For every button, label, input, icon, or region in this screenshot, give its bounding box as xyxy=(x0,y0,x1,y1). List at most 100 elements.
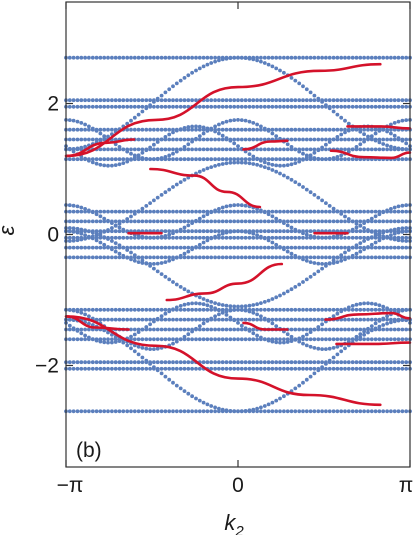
bulk-point xyxy=(75,219,80,224)
bulk-point xyxy=(270,214,275,219)
bulk-point xyxy=(152,365,156,369)
bulk-point xyxy=(90,137,95,142)
bulk-point xyxy=(270,98,275,103)
bulk-point xyxy=(285,175,290,180)
bulk-point xyxy=(278,55,282,60)
edge-state-curve-0 xyxy=(64,62,382,158)
bulk-point xyxy=(262,229,267,234)
bulk-point xyxy=(83,236,87,241)
bulk-point xyxy=(297,219,302,224)
bulk-point xyxy=(67,323,72,328)
bulk-point xyxy=(312,150,317,155)
bulk-point xyxy=(373,240,378,245)
bulk-point xyxy=(262,366,267,371)
bulk-point xyxy=(289,287,294,292)
bulk-point xyxy=(178,127,183,131)
bulk-point xyxy=(102,98,107,103)
bulk-point xyxy=(113,335,118,340)
bulk-point xyxy=(346,121,351,126)
bulk-point xyxy=(304,277,309,282)
bulk-point xyxy=(167,132,172,137)
bulk-point xyxy=(129,257,133,262)
bulk-point xyxy=(301,360,305,365)
bulk-point xyxy=(197,229,202,234)
bulk-point xyxy=(205,303,210,308)
bulk-point xyxy=(217,207,221,211)
bulk-point xyxy=(213,360,218,365)
bulk-point xyxy=(144,317,149,322)
bulk-point xyxy=(320,347,324,351)
bulk-point xyxy=(213,405,218,410)
bulk-point xyxy=(335,337,340,342)
bulk-point xyxy=(163,90,168,95)
bulk-point xyxy=(220,219,225,224)
bulk-point xyxy=(274,366,279,371)
bulk-point xyxy=(331,104,336,109)
bulk-point xyxy=(362,307,366,312)
bulk-point xyxy=(152,235,156,240)
bulk-point xyxy=(400,235,405,240)
bulk-point xyxy=(129,317,133,322)
bulk-band-3 xyxy=(64,203,412,240)
bulk-point xyxy=(304,104,309,109)
bulk-point xyxy=(228,104,233,109)
bulk-point xyxy=(152,198,156,203)
bulk-point xyxy=(121,360,126,365)
bulk-point xyxy=(274,229,279,234)
bulk-point xyxy=(236,157,240,162)
bulk-point xyxy=(136,153,141,158)
bulk-point xyxy=(197,366,202,371)
bulk-point xyxy=(106,307,110,312)
bulk-point xyxy=(404,337,409,342)
bulk-point xyxy=(236,104,240,109)
bulk-point xyxy=(152,409,156,414)
bulk-point xyxy=(377,137,382,142)
bulk-point xyxy=(67,226,72,230)
bulk-point xyxy=(350,253,355,258)
y-axis-label: ε xyxy=(0,225,19,235)
bulk-point xyxy=(163,307,168,312)
bulk-point xyxy=(259,208,263,213)
bulk-point xyxy=(87,229,91,234)
bulk-point xyxy=(148,327,153,332)
bulk-point xyxy=(194,235,198,240)
bulk-point xyxy=(155,140,160,144)
bulk-point xyxy=(148,219,153,224)
bulk-point xyxy=(201,209,206,214)
bulk-point xyxy=(155,235,160,240)
bulk-point xyxy=(90,255,95,260)
bulk-point xyxy=(350,104,355,109)
bulk-point xyxy=(190,157,195,162)
bulk-point xyxy=(228,160,233,165)
bulk-point xyxy=(232,219,237,224)
bulk-point xyxy=(140,109,145,114)
edge-state-curve-10 xyxy=(242,321,289,331)
bulk-point xyxy=(197,235,202,240)
bulk-point xyxy=(293,180,298,185)
bulk-point xyxy=(144,366,149,371)
bulk-point xyxy=(129,409,133,414)
bulk-point xyxy=(220,133,225,138)
bulk-point xyxy=(83,144,87,149)
bulk-point xyxy=(308,234,313,238)
bulk-point xyxy=(358,366,363,371)
bulk-point xyxy=(190,255,195,260)
bulk-point xyxy=(247,137,252,142)
bulk-point xyxy=(213,409,218,414)
bulk-point xyxy=(87,321,91,326)
bulk-point xyxy=(293,147,298,152)
bulk-point xyxy=(262,360,267,365)
bulk-point xyxy=(385,208,389,213)
bulk-point xyxy=(289,334,294,339)
bulk-point xyxy=(167,104,172,109)
bulk-point xyxy=(301,245,305,250)
bulk-point xyxy=(98,55,103,60)
bulk-point xyxy=(396,366,401,371)
bulk-point xyxy=(308,137,313,142)
bulk-point xyxy=(339,253,344,257)
bulk-point xyxy=(217,360,221,365)
bulk-point xyxy=(186,307,191,312)
bulk-point xyxy=(381,219,386,224)
bulk-point xyxy=(354,137,359,142)
bulk-point xyxy=(117,55,122,60)
